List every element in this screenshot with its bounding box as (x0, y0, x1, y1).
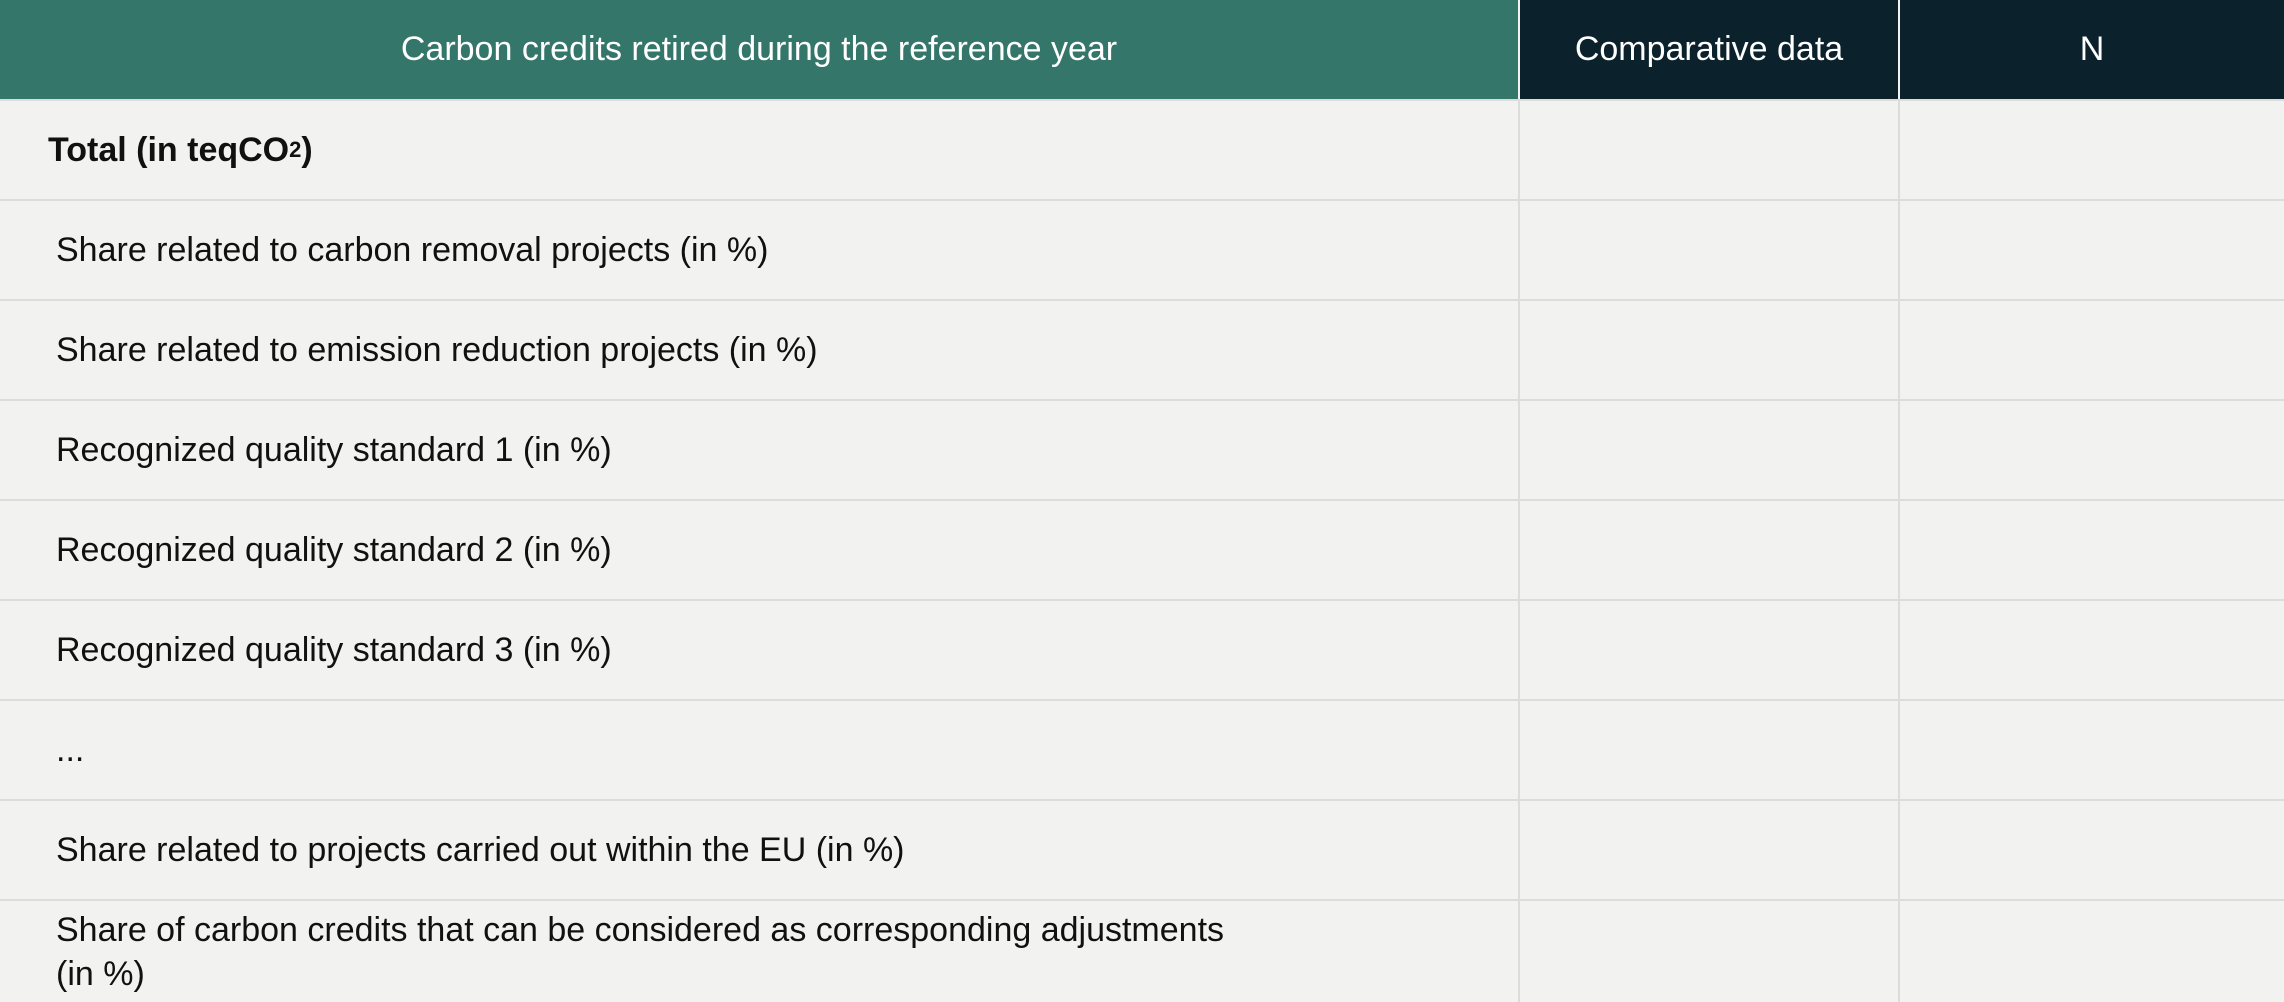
table-row: Recognized quality standard 2 (in %) (0, 499, 2284, 599)
comparative-cell[interactable] (1520, 501, 1900, 599)
header-n: N (1900, 0, 2284, 99)
comparative-cell[interactable] (1520, 701, 1900, 799)
total-label-post: ) (301, 131, 313, 169)
table-row: Recognized quality standard 1 (in %) (0, 399, 2284, 499)
total-comparative-cell[interactable] (1520, 101, 1900, 199)
table-row: ... (0, 699, 2284, 799)
comparative-cell[interactable] (1520, 401, 1900, 499)
table-row: Share related to carbon removal projects… (0, 199, 2284, 299)
n-cell[interactable] (1900, 901, 2284, 1002)
table-header-row: Carbon credits retired during the refere… (0, 0, 2284, 99)
comparative-cell[interactable] (1520, 801, 1900, 899)
row-label: ... (0, 701, 1520, 799)
row-label: Share related to carbon removal projects… (0, 201, 1520, 299)
comparative-cell[interactable] (1520, 201, 1900, 299)
row-label: Recognized quality standard 1 (in %) (0, 401, 1520, 499)
header-comparative-data: Comparative data (1520, 0, 1900, 99)
comparative-cell[interactable] (1520, 301, 1900, 399)
header-carbon-credits: Carbon credits retired during the refere… (0, 0, 1520, 99)
row-label: Share related to projects carried out wi… (0, 801, 1520, 899)
comparative-cell[interactable] (1520, 901, 1900, 1002)
table-row-total: Total (in teqCO 2) (0, 99, 2284, 199)
n-cell[interactable] (1900, 801, 2284, 899)
n-cell[interactable] (1900, 501, 2284, 599)
row-label-text: Share of carbon credits that can be cons… (56, 910, 1225, 993)
n-cell[interactable] (1900, 301, 2284, 399)
row-label: Share related to emission reduction proj… (0, 301, 1520, 399)
n-cell[interactable] (1900, 401, 2284, 499)
table-row: Share related to emission reduction proj… (0, 299, 2284, 399)
table-row: Recognized quality standard 3 (in %) (0, 599, 2284, 699)
row-label: Share of carbon credits that can be cons… (0, 901, 1520, 1002)
comparative-cell[interactable] (1520, 601, 1900, 699)
total-label-pre: Total (in teqCO (48, 131, 290, 169)
n-cell[interactable] (1900, 201, 2284, 299)
row-label: Recognized quality standard 3 (in %) (0, 601, 1520, 699)
table-row: Share related to projects carried out wi… (0, 799, 2284, 899)
n-cell[interactable] (1900, 701, 2284, 799)
row-label: Recognized quality standard 2 (in %) (0, 501, 1520, 599)
table-row: Share of carbon credits that can be cons… (0, 899, 2284, 1002)
total-n-cell[interactable] (1900, 101, 2284, 199)
total-label: Total (in teqCO 2) (0, 101, 1520, 199)
n-cell[interactable] (1900, 601, 2284, 699)
